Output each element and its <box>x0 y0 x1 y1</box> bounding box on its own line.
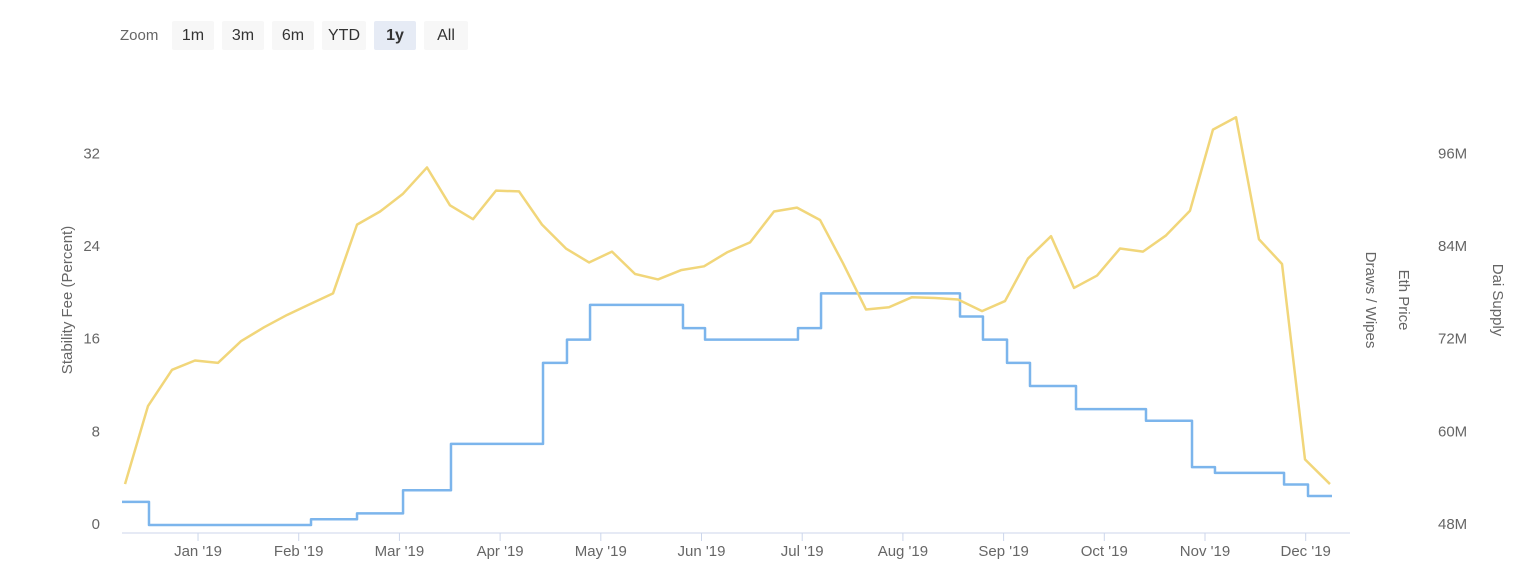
x-tick-label: Feb '19 <box>274 543 324 560</box>
zoom-label: Zoom <box>120 27 158 44</box>
zoom-button-label[interactable]: 3m <box>232 27 254 44</box>
x-tick-label: Jan '19 <box>174 543 222 560</box>
zoom-button-label[interactable]: YTD <box>328 27 360 44</box>
step-line <box>122 292 1332 527</box>
y2-axis-title: Draws / Wipes <box>1362 252 1379 349</box>
zoom-button-label[interactable]: All <box>437 27 455 44</box>
y2-axis-title: Dai Supply <box>1489 264 1506 337</box>
x-tick-label: Aug '19 <box>878 543 928 560</box>
y-tick-label: 16 <box>83 331 100 348</box>
x-tick-label: Nov '19 <box>1180 543 1230 560</box>
y-tick-label: 8 <box>92 423 100 440</box>
zoom-button-label[interactable]: 1y <box>386 27 404 44</box>
y2-tick-label: 48M <box>1438 516 1467 533</box>
zoom-button[interactable] <box>322 21 366 50</box>
y2-tick-label: 96M <box>1438 145 1467 162</box>
y-tick-label: 0 <box>92 516 100 533</box>
line <box>123 116 1331 485</box>
x-tick-label: May '19 <box>575 543 627 560</box>
y2-tick-label: 84M <box>1438 238 1467 255</box>
zoom-button-label[interactable]: 1m <box>182 27 204 44</box>
zoom-button[interactable] <box>374 21 416 50</box>
y-tick-label: 24 <box>83 238 100 255</box>
x-tick-label: Dec '19 <box>1280 543 1330 560</box>
x-tick-label: Mar '19 <box>375 543 425 560</box>
zoom-button[interactable] <box>272 21 314 50</box>
y-axis-title: Stability Fee (Percent) <box>59 226 76 374</box>
y2-tick-label: 60M <box>1438 423 1467 440</box>
x-tick-label: Sep '19 <box>978 543 1028 560</box>
y-tick-label: 32 <box>83 145 100 162</box>
zoom-button[interactable] <box>222 21 264 50</box>
x-tick-label: Jun '19 <box>678 543 726 560</box>
y2-axis-title: Eth Price <box>1395 270 1412 331</box>
x-tick-label: Oct '19 <box>1081 543 1128 560</box>
x-tick-label: Jul '19 <box>781 543 824 560</box>
x-tick-label: Apr '19 <box>477 543 524 560</box>
y2-tick-label: 72M <box>1438 331 1467 348</box>
zoom-button[interactable] <box>172 21 214 50</box>
zoom-button-label[interactable]: 6m <box>282 27 304 44</box>
zoom-button[interactable] <box>424 21 468 50</box>
